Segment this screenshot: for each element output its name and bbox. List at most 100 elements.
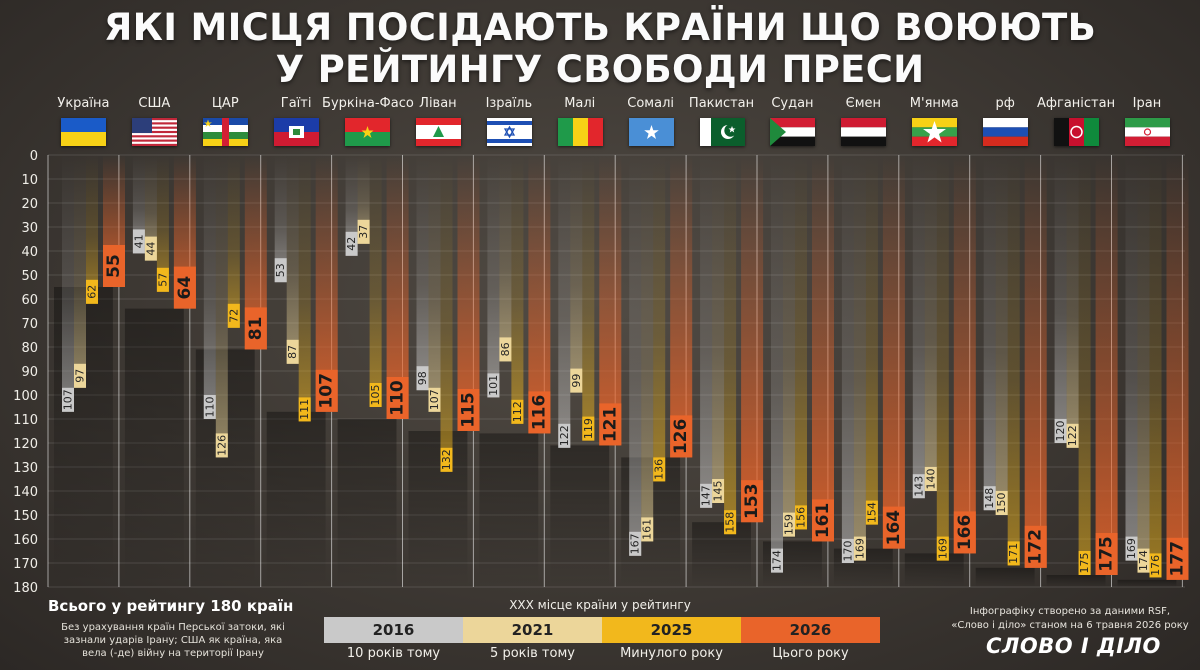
country-flag-icon: [61, 118, 107, 146]
bar-label-bg-2016: [487, 373, 500, 398]
bar-2016: [1125, 155, 1138, 561]
bar-2021: [995, 155, 1008, 515]
bar-2026: [741, 155, 764, 523]
bar-label-bg-2025: [227, 303, 240, 328]
data-label-2026: 166: [955, 515, 975, 551]
country-label: Ліван: [419, 96, 457, 111]
bar-label-bg-2021: [995, 491, 1008, 515]
bar-label-bg-2025: [511, 399, 524, 424]
data-label-2016: 148: [983, 488, 996, 509]
data-label-2025: 111: [298, 399, 311, 420]
data-label-2026: 110: [388, 380, 408, 416]
country-label: Сомалі: [627, 96, 674, 111]
country-flag-icon: [1054, 118, 1100, 146]
bar-label-bg-2021: [570, 368, 583, 393]
bar-2026: [244, 155, 267, 350]
data-label-2025: 62: [86, 285, 99, 299]
bar-label-bg-2025: [440, 447, 453, 472]
bar-2025: [227, 155, 240, 328]
bar-label-bg-2021: [215, 433, 228, 458]
data-label-2016: 147: [700, 485, 713, 506]
data-label-2026: 126: [671, 419, 691, 455]
bar-2021: [853, 155, 866, 561]
bar-label-bg-2025: [298, 397, 311, 422]
country-flag-icon: [557, 118, 603, 146]
country-label: М'янма: [909, 96, 959, 111]
bar-label-bg-2025: [156, 267, 169, 292]
bar-label-bg-2021: [74, 363, 86, 388]
bar-label-bg-2026: [528, 391, 551, 434]
data-label-2026: 115: [459, 392, 479, 428]
bar-label-bg-2016: [558, 423, 571, 448]
bar-label-bg-2026: [741, 480, 764, 523]
country-label: Малі: [564, 96, 596, 111]
data-label-2026: 153: [742, 483, 762, 519]
column-shadow: [337, 419, 397, 587]
data-label-2021: 169: [853, 538, 866, 559]
data-label-2021: 37: [357, 225, 370, 239]
bar-2026: [1166, 155, 1189, 580]
y-tick-120: 120: [13, 437, 38, 452]
bar-label-bg-2026: [953, 511, 976, 554]
bar-label-bg-2026: [599, 403, 622, 446]
legend-item-2026: 2026: [741, 617, 880, 643]
column-shadow: [266, 411, 326, 587]
data-label-2016: 101: [487, 375, 500, 396]
bar-2025: [724, 155, 737, 535]
bar-2026: [882, 155, 905, 549]
data-label-2025: 119: [582, 418, 595, 439]
data-label-2025: 105: [369, 385, 382, 406]
bar-2021: [783, 155, 795, 537]
country-flag-icon: [912, 118, 958, 146]
bar-label-bg-2016: [274, 258, 287, 283]
bar-2016: [62, 155, 74, 412]
data-label-2025: 169: [936, 538, 949, 559]
data-label-2025: 175: [1078, 553, 1091, 574]
bar-label-bg-2021: [1066, 423, 1079, 448]
bar-2021: [712, 155, 725, 503]
bar-2025: [1078, 155, 1091, 575]
bar-2025: [440, 155, 453, 472]
bar-label-bg-2021: [712, 479, 725, 503]
country-flag-icon: [770, 118, 816, 146]
bar-label-bg-2016: [841, 539, 854, 563]
country-flag-icon: [345, 118, 391, 146]
country-label: рф: [995, 96, 1015, 111]
bar-2016: [700, 155, 713, 508]
data-label-2026: 81: [246, 317, 266, 341]
legend-item-2021: 2021: [463, 617, 602, 643]
bar-label-bg-2016: [345, 231, 358, 256]
bar-label-bg-2021: [357, 219, 370, 244]
bar-label-bg-2016: [983, 486, 996, 511]
bar-2026: [1024, 155, 1047, 568]
bar-2026: [457, 155, 480, 431]
data-label-2021: 140: [924, 469, 937, 490]
y-tick-50: 50: [21, 269, 38, 284]
data-label-2021: 159: [783, 514, 796, 535]
bar-label-bg-2025: [582, 416, 595, 441]
bar-label-bg-2026: [1024, 525, 1047, 568]
legend-item-2016: 2016: [324, 617, 463, 643]
bar-2021: [499, 155, 512, 362]
data-label-2026: 55: [104, 254, 124, 278]
data-label-2025: 154: [865, 502, 878, 523]
bar-label-bg-2025: [1078, 551, 1091, 575]
data-label-2026: 172: [1026, 529, 1046, 565]
bar-2025: [936, 155, 949, 561]
bar-2025: [582, 155, 595, 441]
bar-2026: [812, 155, 834, 542]
bar-2021: [144, 155, 157, 261]
bar-label-bg-2021: [286, 339, 299, 364]
bar-2021: [924, 155, 937, 491]
y-tick-160: 160: [13, 533, 38, 548]
data-label-2016: 120: [1054, 421, 1067, 442]
bar-2021: [215, 155, 228, 458]
column-shadow: [479, 433, 539, 587]
bar-label-bg-2021: [853, 536, 866, 561]
bar-2026: [386, 155, 409, 419]
bar-label-bg-2025: [1149, 553, 1162, 578]
country-flag-icon: [628, 118, 674, 146]
bar-label-bg-2026: [386, 377, 409, 419]
data-label-2025: 57: [156, 273, 169, 287]
bar-label-bg-2021: [144, 236, 157, 261]
